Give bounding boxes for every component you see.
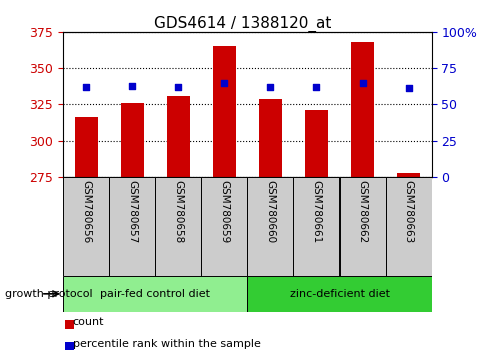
Bar [339,177,385,276]
Bar [75,118,97,177]
Bar [258,99,281,177]
Text: count: count [73,318,104,327]
Bar [166,96,189,177]
Bar [212,46,235,177]
Text: percentile rank within the sample: percentile rank within the sample [73,339,260,349]
Bar [293,177,339,276]
Bar [304,110,327,177]
Bar [247,177,293,276]
Bar [109,177,155,276]
Point [312,84,319,90]
Text: pair-fed control diet: pair-fed control diet [100,289,210,299]
Text: growth protocol: growth protocol [5,289,92,299]
Text: GSM780657: GSM780657 [127,180,137,243]
Bar [155,177,201,276]
Bar [247,276,431,312]
Bar [201,177,247,276]
Text: GSM780656: GSM780656 [81,180,91,243]
Point [266,84,273,90]
Text: GSM780660: GSM780660 [265,180,275,243]
Point [404,86,411,91]
Bar [396,173,419,177]
Point [220,80,227,86]
Point [128,83,136,88]
Point [174,84,182,90]
Bar [350,42,373,177]
Bar [63,276,247,312]
Point [358,80,365,86]
Text: GSM780663: GSM780663 [403,180,413,243]
Text: zinc-deficient diet: zinc-deficient diet [289,289,389,299]
Bar [385,177,431,276]
Text: GSM780658: GSM780658 [173,180,183,243]
Point [82,84,90,90]
Bar [63,177,109,276]
Text: GSM780661: GSM780661 [311,180,321,243]
Text: GSM780659: GSM780659 [219,180,229,243]
Bar [121,103,143,177]
Text: GDS4614 / 1388120_at: GDS4614 / 1388120_at [153,16,331,32]
Text: GSM780662: GSM780662 [357,180,367,243]
